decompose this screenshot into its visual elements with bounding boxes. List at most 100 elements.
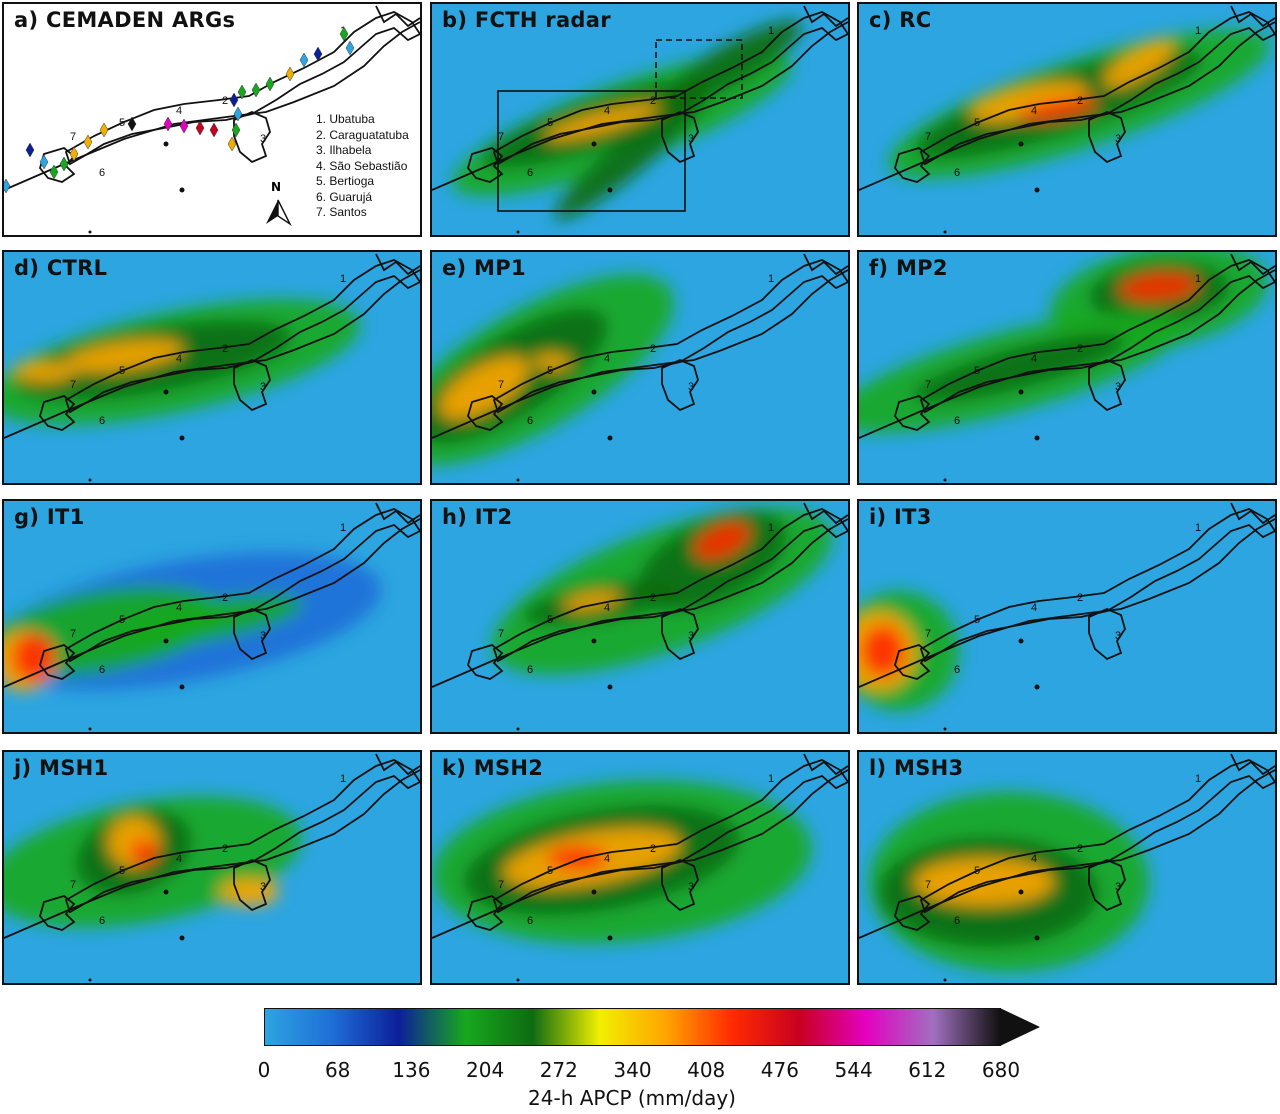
region-number: 3: [1115, 881, 1121, 893]
island-dot: [591, 141, 597, 147]
rain-gauge-marker: [237, 84, 247, 100]
precip-field: [888, 29, 1270, 179]
region-number: 3: [1115, 630, 1121, 642]
region-number: 7: [498, 628, 504, 640]
island-dot: [1018, 889, 1024, 895]
region-number: 2: [1077, 95, 1083, 107]
rain-gauge-marker: [4, 178, 11, 194]
island-dot: [179, 935, 185, 941]
region-number: 6: [527, 167, 533, 179]
island-dot: [163, 389, 169, 395]
map-panel-8: 1 2 3 4 5 6 7 h) IT2: [430, 499, 850, 734]
region-number: 5: [974, 365, 980, 377]
region-number: 5: [974, 865, 980, 877]
region-number: 4: [1031, 353, 1037, 365]
precip-field: [4, 552, 382, 691]
region-number: 1: [1195, 273, 1201, 285]
region-number: 5: [547, 117, 553, 129]
region-number: 2: [222, 95, 228, 107]
island-dot: [516, 478, 520, 482]
region-number: 6: [954, 664, 960, 676]
region-number: 1: [1195, 773, 1201, 785]
region-number: 1: [340, 273, 346, 285]
map-panel-7: 1 2 3 4 5 6 7 g) IT1: [2, 499, 422, 734]
rain-gauge-marker: [227, 136, 237, 152]
region-number: 5: [119, 117, 125, 129]
map-panel-6: 1 2 3 4 5 6 7 f) MP2: [857, 250, 1277, 485]
map-panel-3: 1 2 3 4 5 6 7 c) RC: [857, 2, 1277, 237]
region-number: 2: [650, 843, 656, 855]
region-number: 7: [70, 131, 76, 143]
region-number: 7: [70, 379, 76, 391]
island-dot: [516, 978, 520, 982]
region-number: 6: [527, 915, 533, 927]
region-number: 7: [925, 879, 931, 891]
colorbar-tick-label: 544: [834, 1058, 873, 1082]
region-number: 3: [688, 881, 694, 893]
station-legend-item: 4. São Sebastião: [316, 158, 408, 173]
rain-gauge-marker: [25, 142, 35, 158]
island-dot: [1018, 389, 1024, 395]
region-number: 5: [974, 117, 980, 129]
region-number: 6: [954, 415, 960, 427]
region-number: 7: [925, 379, 931, 391]
island-dot: [88, 230, 92, 234]
colorbar-tick-label: 136: [392, 1058, 431, 1082]
coastline: [4, 253, 420, 439]
region-number: 6: [527, 415, 533, 427]
island-dot: [1034, 935, 1040, 941]
station-legend-item: 6. Guarujá: [316, 189, 373, 204]
coastline: [432, 502, 848, 688]
precip-field: [859, 591, 959, 711]
island-dot: [1034, 435, 1040, 441]
panel-title: k) MSH2: [442, 756, 544, 780]
region-number: 7: [925, 131, 931, 143]
coastline: [4, 753, 420, 939]
precip-field: [432, 274, 674, 466]
island-dot: [163, 889, 169, 895]
panel-title: b) FCTH radar: [442, 8, 611, 32]
map-panel-5: 1 2 3 4 5 6 7 e) MP1: [430, 250, 850, 485]
region-number: 2: [650, 95, 656, 107]
map-panel-12: 1 2 3 4 5 6 7 l) MSH3: [857, 750, 1277, 985]
region-number: 3: [260, 881, 266, 893]
panel-title: g) IT1: [14, 505, 85, 529]
station-legend-item: 2. Caraguatatuba: [316, 127, 409, 142]
region-number: 3: [688, 133, 694, 145]
station-legend-item: 1. Ubatuba: [316, 112, 375, 126]
region-number: 2: [222, 343, 228, 355]
island-dot: [1034, 187, 1040, 193]
island-dot: [179, 187, 185, 193]
region-number: 2: [222, 843, 228, 855]
region-number: 7: [498, 131, 504, 143]
region-number: 6: [99, 915, 105, 927]
map-graphic: 1 2 3 4 5 6 7: [859, 502, 1275, 731]
region-number: 5: [119, 614, 125, 626]
coastline: [859, 502, 1275, 688]
region-number: 4: [176, 105, 182, 117]
region-number: 4: [604, 105, 610, 117]
region-number: 5: [119, 865, 125, 877]
island-dot: [943, 230, 947, 234]
island-dot: [943, 478, 947, 482]
island-dot: [591, 889, 597, 895]
panel-title: j) MSH1: [14, 756, 109, 780]
region-number: 1: [768, 273, 774, 285]
rain-gauge-marker: [345, 40, 355, 56]
map-graphic: 1 2 3 4 5 6 7: [4, 753, 420, 982]
region-number: 6: [954, 915, 960, 927]
region-number: 2: [650, 592, 656, 604]
zoom-box: [497, 90, 686, 212]
rain-gauge-marker: [265, 76, 275, 92]
north-label: N: [271, 180, 282, 194]
region-number: 5: [547, 865, 553, 877]
region-number: 6: [99, 415, 105, 427]
rain-gauge-marker: [231, 122, 241, 138]
colorbar-tick-label: 68: [324, 1058, 351, 1082]
island-dot: [163, 141, 169, 147]
colorbar-tick-label: 612: [908, 1058, 947, 1082]
region-number: 4: [604, 353, 610, 365]
panel-title: h) IT2: [442, 505, 513, 529]
coastline: [432, 5, 848, 191]
island-dot: [607, 684, 613, 690]
